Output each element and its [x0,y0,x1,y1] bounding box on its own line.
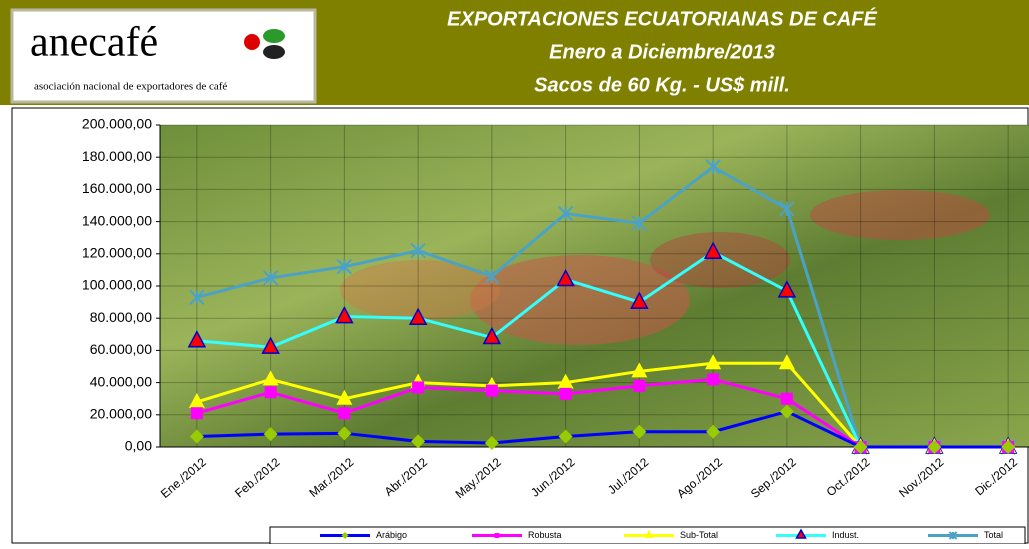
y-tick-label: 40.000,00 [90,373,152,389]
x-tick-label: Ago./2012 [674,455,725,501]
logo-bean [263,29,285,43]
marker [778,354,795,370]
chart-title: EXPORTACIONES ECUATORIANAS DE CAFÉ [447,7,877,30]
marker [556,268,575,287]
x-tick-label: Dic./2012 [972,455,1020,499]
photo-cherry [340,260,500,320]
marker [261,336,280,354]
marker [853,440,868,454]
marker [187,330,207,348]
x-tick-label: Feb./2012 [232,455,283,501]
marker [631,362,648,378]
x-tick-label: Abr./2012 [382,455,431,499]
marker [338,407,351,420]
y-tick-label: 80.000,00 [90,309,152,325]
marker [703,241,723,259]
marker [557,205,574,222]
x-tick-label: May./2012 [453,455,504,501]
marker [262,370,279,386]
marker [336,258,353,275]
marker [408,307,428,325]
marker [780,392,793,405]
x-tick-label: Sep./2012 [748,455,799,501]
y-tick-label: 140.000,00 [82,212,152,228]
photo-cherry [470,255,690,345]
logo-bean [263,45,285,59]
logo-name: anecafé [30,20,158,66]
x-tick-label: Ene./2012 [158,455,209,501]
marker [411,434,426,449]
marker [264,386,277,399]
marker [779,201,795,217]
marker [189,429,204,444]
legend-label: Total [984,530,1003,540]
marker [707,373,720,386]
marker [558,429,573,444]
marker [705,354,722,370]
legend-label: Robusta [528,530,562,540]
x-tick-label: Jul./2012 [605,455,652,497]
x-tick-label: Jun./2012 [528,455,578,500]
chart-title: Sacos de 60 Kg. - US$ mill. [534,74,790,96]
marker [633,379,646,392]
marker [482,326,502,345]
marker [631,215,648,231]
marker [188,392,205,408]
legend-label: Indust. [832,530,859,540]
marker [632,424,647,439]
marker [630,291,649,309]
marker [484,268,500,285]
y-tick-label: 20.000,00 [90,406,152,422]
marker [189,289,205,305]
marker [484,435,499,450]
marker [263,427,278,442]
marker [644,530,654,538]
chart-title: Enero a Diciembre/2013 [549,41,775,63]
logo-bean [244,34,260,50]
marker [262,270,279,286]
marker [559,387,572,400]
marker [485,384,498,397]
marker [337,426,352,441]
series-line [196,409,1009,449]
legend-label: Arábigo [376,530,407,540]
y-tick-label: 0,00 [125,438,152,454]
marker [341,532,349,539]
marker [1001,440,1016,454]
marker [410,242,426,259]
legend-label: Sub-Total [680,530,718,540]
x-tick-label: Oct./2012 [824,455,873,499]
marker [336,389,353,405]
marker [494,533,500,538]
photo-cherry [810,190,990,240]
y-tick-label: 100.000,00 [82,277,152,293]
logo-box [10,8,317,104]
logo-tagline: asociación nacional de exportadores de c… [34,81,227,93]
marker [779,404,794,419]
marker [705,159,721,175]
marker [795,528,807,539]
marker [948,531,958,540]
marker [335,305,354,324]
y-tick-label: 160.000,00 [82,180,152,196]
y-tick-label: 60.000,00 [90,341,152,357]
marker [412,381,425,394]
y-tick-label: 200.000,00 [82,116,152,132]
marker [706,424,721,439]
marker [777,280,797,298]
x-tick-label: Mar./2012 [306,455,356,500]
y-tick-label: 180.000,00 [82,148,152,164]
marker [190,407,203,420]
x-tick-label: Nov./2012 [896,455,946,501]
marker [557,373,574,389]
marker [927,440,942,454]
y-tick-label: 120.000,00 [82,245,152,261]
